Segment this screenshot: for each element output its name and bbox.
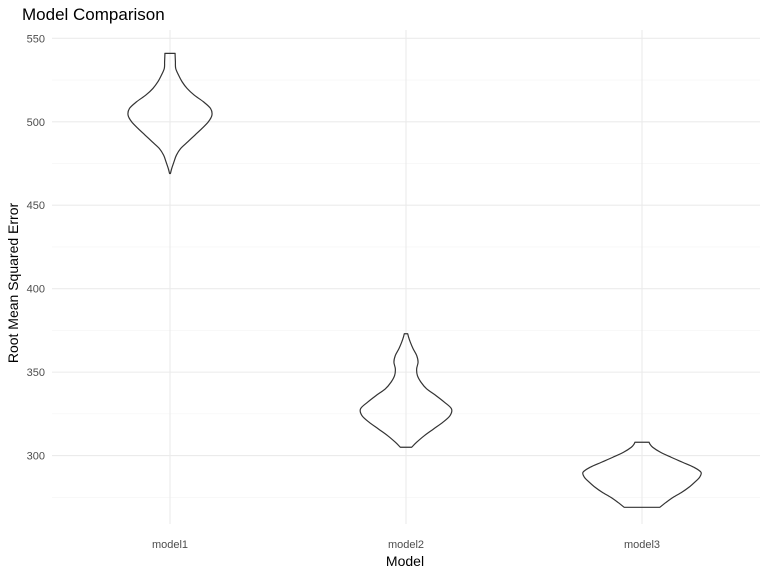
- y-tick-label: 300: [27, 451, 45, 463]
- x-tick-label-model3: model3: [624, 539, 660, 551]
- chart-title: Model Comparison: [22, 5, 165, 24]
- violin-model3: [582, 441, 702, 508]
- x-tick-label-model1: model1: [152, 539, 188, 551]
- violin-model1: [127, 52, 213, 175]
- x-tick-labels: model1 model2 model3: [152, 539, 660, 551]
- y-tick-label: 350: [27, 367, 45, 379]
- violin-model2: [359, 333, 453, 448]
- grid-lines: [52, 30, 760, 524]
- y-tick-label: 500: [27, 117, 45, 129]
- y-tick-label: 550: [27, 33, 45, 45]
- y-axis-title: Root Mean Squared Error: [5, 203, 21, 364]
- y-tick-label: 400: [27, 284, 45, 296]
- violin-group: [127, 52, 702, 508]
- y-tick-label: 450: [27, 200, 45, 212]
- y-tick-labels: 300 350 400 450 500 550: [27, 33, 45, 462]
- x-tick-label-model2: model2: [388, 539, 424, 551]
- x-axis-title: Model: [386, 553, 424, 569]
